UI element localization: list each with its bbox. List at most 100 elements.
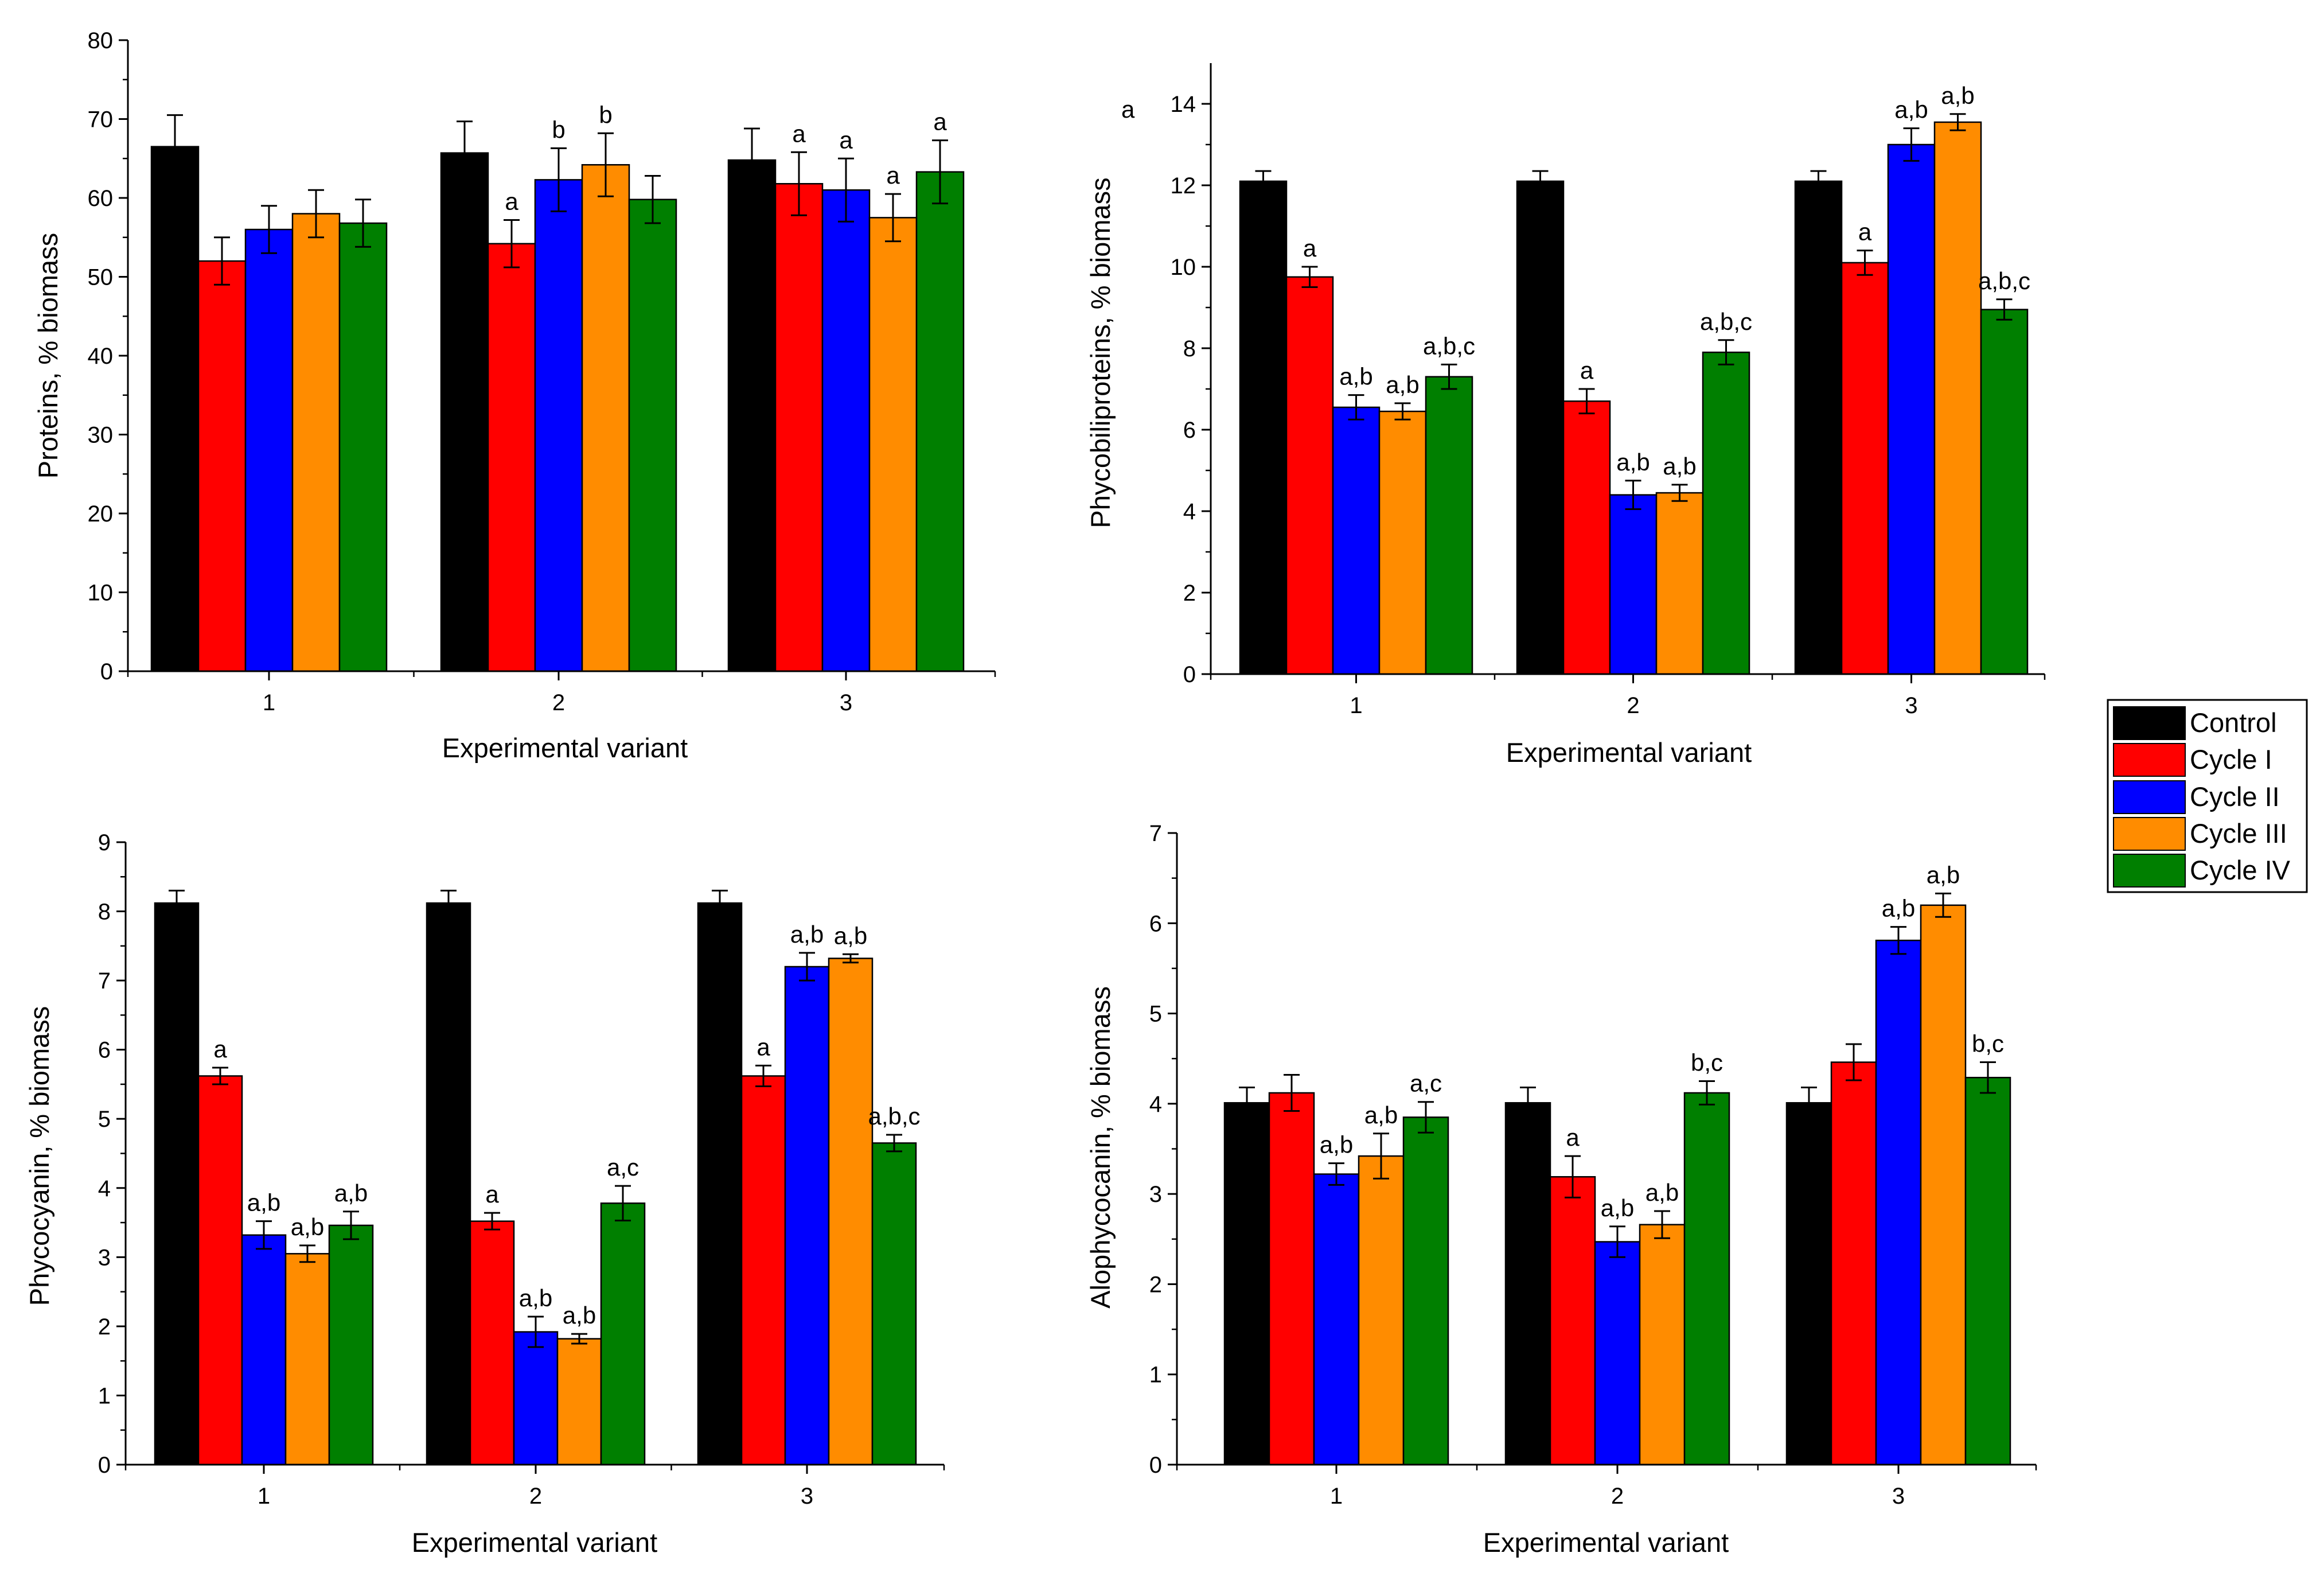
error-bar-cycle-i-variant-2 — [1578, 388, 1595, 415]
significance-label-cycle-ii-variant-3: a,b — [1882, 895, 1915, 922]
significance-label-cycle-ii-variant-1: a,b — [1320, 1131, 1353, 1158]
significance-label-cycle-ii-variant-2: a,b — [1616, 449, 1650, 476]
significance-label-cycle-ii-variant-3: a,b — [790, 921, 824, 948]
x-tick-label: 3 — [801, 1484, 813, 1509]
y-tick-label: 6 — [98, 1038, 111, 1063]
significance-label-cycle-iii-variant-3: a — [886, 162, 900, 189]
legend-label-cycle-4: Cycle IV — [2190, 855, 2291, 885]
y-tick-label: 2 — [1149, 1272, 1162, 1297]
error-bar-cycle-ii-variant-3 — [1903, 127, 1920, 162]
significance-label-cycle-iii-variant-1: a,b — [1386, 371, 1419, 398]
y-tick-label: 6 — [1149, 911, 1162, 936]
bar-cycle-i-variant-1 — [197, 260, 247, 672]
y-tick-label: 70 — [88, 107, 114, 133]
error-bar-cycle-iv-variant-2 — [1718, 339, 1734, 365]
significance-label-cycle-iii-variant-2: a,b — [1645, 1179, 1679, 1206]
error-bar-cycle-iii-variant-3 — [1949, 113, 1966, 131]
x-tick-label: 3 — [1905, 693, 1917, 718]
significance-label-cycle-iv-variant-1: a,c — [1410, 1070, 1442, 1097]
error-bar-cycle-ii-variant-2 — [1625, 480, 1641, 510]
bar-cycle-iii-variant-1 — [1358, 1155, 1405, 1466]
chart-panel-top-right: aa,b a,ba,b,caa,b a,ba,b,caa,ba,ba,b,c0246… — [1085, 63, 2046, 768]
y-axis-title: Phycocyanin, % biomass — [24, 1006, 54, 1306]
bar-cycle-iv-variant-1 — [1402, 1116, 1449, 1466]
x-axis-title: Experimental variant — [1506, 737, 1752, 768]
y-tick-label: 5 — [98, 1107, 111, 1132]
bar-cycle-iv-variant-3 — [1964, 1076, 2011, 1466]
y-axis-title: Phycobiliproteins, % biomass — [1085, 177, 1116, 528]
stray-annotation: a — [1121, 96, 1135, 123]
error-bar-cycle-iv-variant-1 — [343, 1211, 359, 1240]
y-tick-label: 8 — [98, 900, 111, 925]
error-bar-control-variant-2 — [457, 120, 473, 186]
error-bar-cycle-ii-variant-1 — [261, 205, 277, 254]
x-tick-label: 1 — [258, 1484, 270, 1509]
chart-panel-bottom-left: a a,b a,b a,b a a,b a,b a,c a a,b a,b a,b,c 0 1 2 3 4 5 6 7… — [24, 830, 945, 1558]
bar-cycle-iii-variant-1 — [1378, 410, 1427, 675]
error-bar-cycle-iv-variant-3 — [886, 1134, 902, 1153]
x-tick-label: 2 — [552, 690, 565, 715]
significance-label-cycle-ii-variant-2: a,b — [1601, 1194, 1634, 1221]
x-tick-label: 1 — [1350, 693, 1362, 718]
significance-label-cycle-iv-variant-1: a,b — [334, 1180, 368, 1206]
bar-cycle-iii-variant-3 — [1920, 904, 1967, 1466]
y-tick-label: 30 — [88, 423, 114, 448]
error-bar-cycle-ii-variant-3 — [799, 952, 815, 982]
y-tick-label: 7 — [1149, 821, 1162, 846]
legend-swatch-cycle-1 — [2113, 743, 2186, 777]
y-axis-title: Alophycocanin, % biomass — [1085, 986, 1116, 1309]
significance-label-cycle-i-variant-3: a — [792, 120, 806, 147]
bar-control-variant-2 — [1504, 1102, 1551, 1466]
error-bar-cycle-iv-variant-3 — [932, 139, 948, 205]
bar-cycle-iii-variant-2 — [1639, 1224, 1686, 1466]
significance-label-cycle-iv-variant-3: a,b,c — [868, 1103, 920, 1130]
bar-cycle-iii-variant-2 — [556, 1338, 602, 1466]
error-bar-control-variant-2 — [1532, 170, 1549, 193]
significance-label-cycle-iv-variant-2: a,b,c — [1700, 308, 1752, 335]
bar-cycle-iii-variant-3 — [1933, 121, 1982, 675]
bar-control-variant-3 — [1785, 1102, 1832, 1466]
bar-cycle-iv-variant-3 — [871, 1142, 917, 1466]
significance-label-cycle-i-variant-3: a — [1858, 219, 1872, 246]
significance-label-cycle-iii-variant-2: b — [599, 101, 612, 128]
error-bar-cycle-i-variant-1 — [1284, 1074, 1300, 1112]
error-bar-cycle-iii-variant-1 — [1394, 402, 1411, 421]
legend: Control Cycle I Cycle II Cycle III Cycle… — [2107, 699, 2308, 893]
y-tick-label: 14 — [1171, 92, 1196, 117]
error-bar-cycle-iv-variant-1 — [1441, 363, 1457, 390]
error-bar-cycle-i-variant-2 — [484, 1212, 500, 1231]
bar-cycle-ii-variant-3 — [1887, 143, 1936, 675]
significance-label-cycle-iii-variant-3: a,b — [834, 922, 867, 949]
error-bar-control-variant-1 — [169, 889, 185, 917]
bar-cycle-iv-variant-1 — [328, 1224, 374, 1466]
bar-cycle-ii-variant-2 — [534, 179, 583, 672]
bar-cycle-ii-variant-2 — [513, 1331, 559, 1466]
bar-cycle-ii-variant-1 — [1313, 1173, 1360, 1466]
bar-cycle-iv-variant-2 — [1683, 1092, 1730, 1466]
x-tick-label: 2 — [529, 1484, 542, 1509]
error-bar-control-variant-3 — [712, 889, 728, 917]
significance-label-cycle-i-variant-1: a — [1303, 235, 1317, 262]
bar-control-variant-1 — [150, 146, 200, 672]
bar-cycle-iv-variant-2 — [1702, 351, 1750, 675]
bar-cycle-i-variant-1 — [197, 1075, 243, 1466]
significance-label-cycle-ii-variant-3: a — [839, 126, 853, 153]
error-bar-control-variant-3 — [1801, 1087, 1817, 1119]
bar-control-variant-1 — [154, 902, 200, 1466]
error-bar-cycle-ii-variant-2 — [551, 147, 567, 212]
chart-panel-bottom-right: a,b a,b a,c a a,b a,b b,c a,b a,b b,c 0 1 2 3 4 5 6 7 1 2 3 E… — [1085, 821, 2037, 1558]
bar-cycle-ii-variant-3 — [784, 966, 830, 1466]
significance-label-cycle-iv-variant-3: a — [933, 108, 947, 135]
error-bar-control-variant-2 — [1520, 1087, 1536, 1119]
y-tick-label: 8 — [1183, 336, 1196, 361]
y-tick-label: 20 — [88, 501, 114, 527]
legend-swatch-cycle-2 — [2113, 780, 2186, 814]
error-bar-cycle-iii-variant-1 — [308, 189, 324, 239]
error-bar-cycle-iii-variant-3 — [885, 193, 901, 243]
error-bar-cycle-iii-variant-3 — [1935, 892, 1951, 918]
error-bar-cycle-iii-variant-2 — [1671, 484, 1688, 502]
legend-swatch-control — [2113, 706, 2186, 740]
error-bar-cycle-iii-variant-3 — [843, 953, 859, 964]
x-tick-label: 3 — [840, 690, 852, 715]
